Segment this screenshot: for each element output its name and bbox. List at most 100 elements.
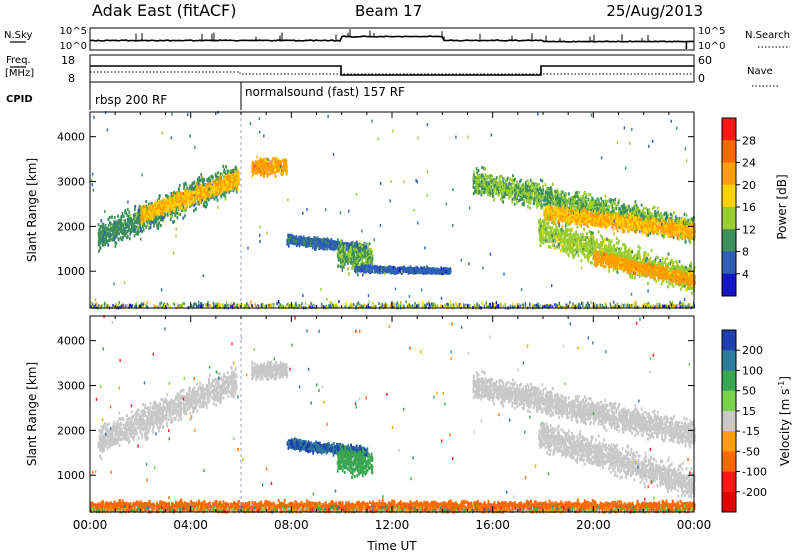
heat-cell [368, 242, 371, 246]
heat-cell [427, 271, 430, 275]
heat-cell [131, 226, 133, 230]
heat-cell [365, 257, 367, 261]
heat-cell [128, 237, 131, 241]
heat-cell [230, 173, 233, 178]
heat-cell [366, 259, 369, 263]
heat-cell [220, 179, 223, 183]
heat-cell [184, 206, 187, 210]
heat-cell [311, 241, 314, 245]
heat-cell [337, 256, 340, 260]
heat-cell [214, 192, 217, 196]
heat-cell [150, 203, 153, 208]
heat-cell [168, 207, 171, 211]
heat-cell [297, 241, 299, 245]
heat-cell [139, 229, 142, 233]
heat-cell [122, 214, 125, 218]
heat-cell [168, 210, 171, 214]
heat-cell [290, 239, 293, 243]
heat-cell [292, 241, 295, 245]
heat-cell [223, 190, 226, 194]
heat-cell [370, 259, 373, 263]
heat-cell [192, 199, 194, 203]
heat-cell [225, 176, 228, 180]
heat-cell [263, 169, 266, 173]
heat-cell [311, 246, 314, 250]
heat-cell [272, 166, 275, 170]
heat-cell [181, 206, 183, 210]
heat-cell [352, 262, 355, 266]
heat-cell [160, 223, 162, 227]
heat-cell [124, 222, 127, 226]
heat-cell [104, 238, 107, 242]
heat-cell [133, 208, 136, 212]
heat-cell [126, 218, 129, 222]
heat-cell [342, 249, 345, 253]
heat-cell [364, 253, 367, 258]
heat-cell [216, 178, 219, 182]
heat-cell [356, 258, 359, 262]
heat-cell [260, 166, 262, 170]
heat-cell [341, 256, 344, 260]
heat-cell [171, 203, 173, 207]
heat-cell [165, 203, 168, 207]
heat-cell [107, 223, 110, 227]
heat-cell [237, 174, 240, 178]
heat-cell [191, 190, 194, 194]
heat-cell [101, 232, 103, 236]
heat-cell [316, 236, 319, 240]
heat-cell [433, 269, 436, 273]
heat-cell [157, 199, 160, 203]
heat-cell [280, 169, 283, 173]
heat-cell [339, 264, 342, 268]
heat-cell [342, 245, 345, 249]
heat-cell [264, 163, 267, 168]
heat-cell [227, 169, 230, 173]
heat-cell [210, 187, 212, 191]
heat-cell [186, 190, 188, 194]
heat-cell [234, 170, 237, 174]
heat-cell [186, 203, 189, 207]
heat-cell [102, 242, 105, 246]
heat-cell [202, 204, 205, 208]
heat-cell [215, 178, 218, 182]
heat-cell [338, 241, 341, 246]
heat-cell [230, 169, 232, 173]
heat-cell [337, 238, 339, 242]
heat-cell [219, 180, 221, 184]
heat-cell [364, 245, 366, 249]
heat-cell [319, 246, 322, 250]
heat-cell [295, 240, 298, 244]
heat-cell [227, 187, 230, 191]
heat-cell [349, 258, 352, 262]
heat-cell [238, 176, 241, 180]
heat-cell [131, 223, 133, 227]
heat-cell [347, 261, 349, 265]
heat-cell [170, 192, 173, 196]
heat-cell [206, 202, 208, 206]
heat-cell [351, 245, 354, 249]
nsky-label: N.Sky [4, 30, 32, 41]
heat-cell [340, 245, 343, 249]
heat-cell [284, 165, 287, 169]
heat-cell [551, 182, 554, 186]
heat-cell [100, 219, 103, 223]
heat-cell [149, 221, 151, 225]
heat-cell [140, 227, 142, 231]
heat-cell [366, 261, 369, 265]
heat-cell [178, 206, 181, 210]
heat-cell [178, 183, 181, 187]
heat-cell [188, 186, 191, 190]
heat-cell [109, 237, 112, 241]
heat-cell [108, 228, 110, 232]
heat-cell [349, 242, 352, 246]
heat-cell [210, 190, 213, 194]
heat-cell [341, 263, 343, 267]
heat-cell [201, 198, 203, 202]
heat-cell [133, 228, 136, 232]
heat-cell [114, 228, 117, 232]
heat-cell [201, 193, 204, 197]
heat-cell [114, 244, 117, 248]
heat-cell [368, 252, 371, 256]
heat-cell [280, 171, 283, 175]
heat-cell [318, 246, 320, 251]
